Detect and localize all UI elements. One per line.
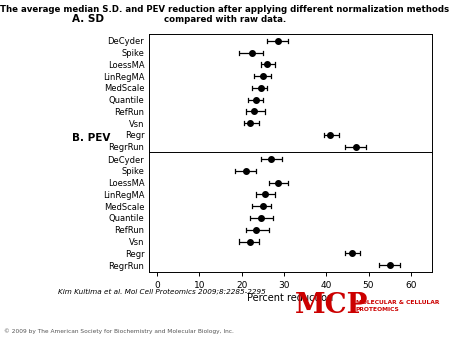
Text: MCP: MCP bbox=[295, 292, 368, 319]
Text: B. PEV: B. PEV bbox=[72, 132, 110, 143]
Text: MOLECULAR & CELLULAR
PROTEOMICS: MOLECULAR & CELLULAR PROTEOMICS bbox=[356, 299, 439, 312]
X-axis label: Percent reduction: Percent reduction bbox=[247, 293, 333, 303]
Text: © 2009 by The American Society for Biochemistry and Molecular Biology, Inc.: © 2009 by The American Society for Bioch… bbox=[4, 328, 234, 334]
Text: Kim Kultima et al. Mol Cell Proteomics 2009;8:2285-2295: Kim Kultima et al. Mol Cell Proteomics 2… bbox=[58, 289, 266, 295]
Text: compared with raw data.: compared with raw data. bbox=[164, 15, 286, 24]
Text: The average median S.D. and PEV reduction after applying different normalization: The average median S.D. and PEV reductio… bbox=[0, 5, 450, 14]
Text: A. SD: A. SD bbox=[72, 14, 104, 24]
